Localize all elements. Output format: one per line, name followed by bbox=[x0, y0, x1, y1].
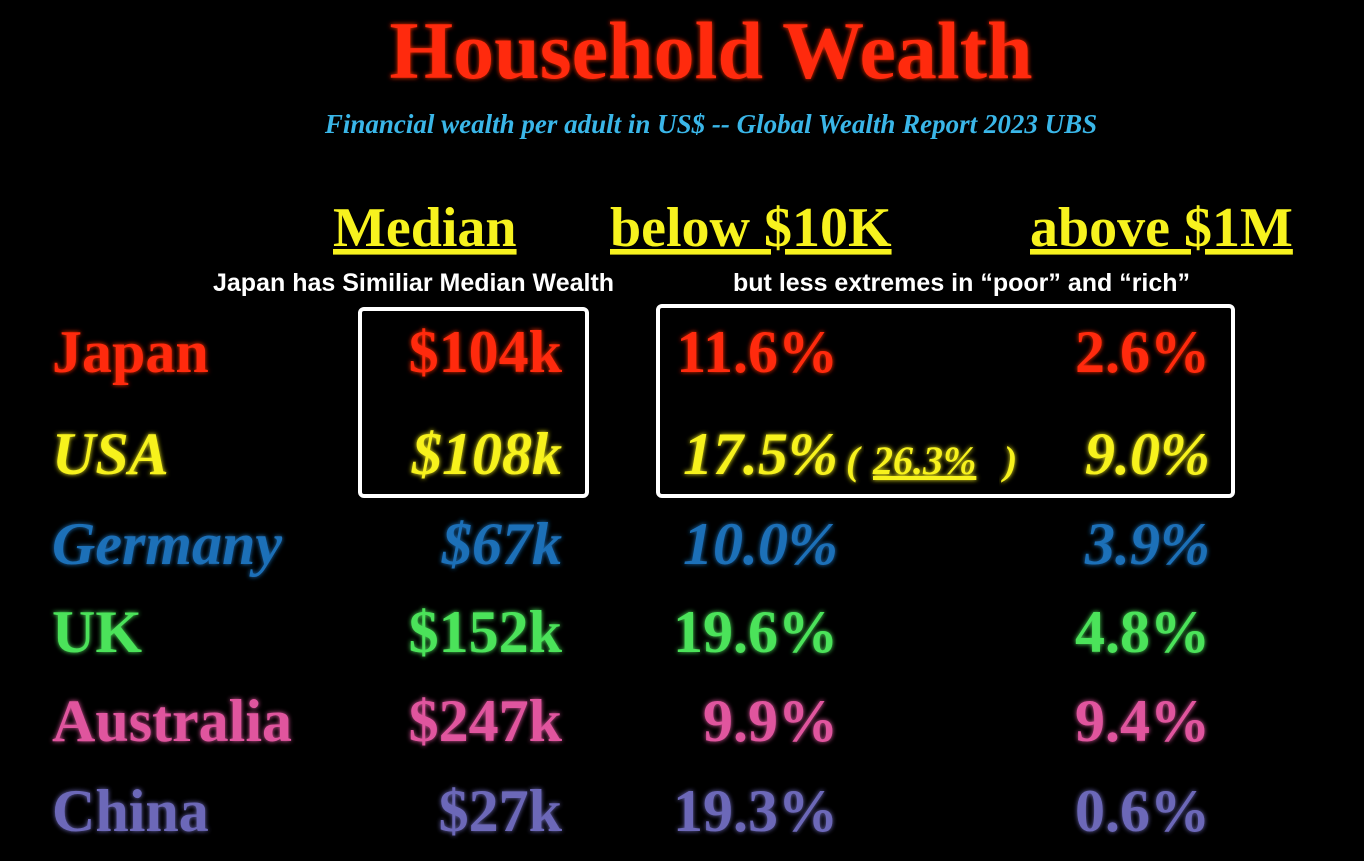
note: but less extremes in “poor” and “rich” bbox=[733, 269, 1190, 297]
below-10k: 19.6% bbox=[673, 599, 838, 665]
country: Japan bbox=[52, 319, 209, 385]
column-header: below $10K bbox=[610, 197, 892, 259]
above-1m: 4.8% bbox=[1075, 599, 1210, 665]
column-header: Median bbox=[333, 197, 517, 259]
median: $27k bbox=[439, 778, 563, 844]
country: Australia bbox=[52, 688, 292, 754]
country: USA bbox=[52, 421, 169, 487]
above-1m: 9.0% bbox=[1085, 421, 1210, 487]
above-1m: 2.6% bbox=[1075, 319, 1210, 385]
above-1m: 9.4% bbox=[1075, 688, 1210, 754]
country: Germany bbox=[52, 511, 282, 577]
below-10k: 11.6% bbox=[676, 319, 838, 385]
below-10k: 17.5% bbox=[683, 421, 838, 487]
extra-close: ) bbox=[1001, 438, 1017, 483]
note: Japan has Similiar Median Wealth bbox=[213, 269, 614, 297]
country: UK bbox=[52, 599, 142, 665]
below-10k: 19.3% bbox=[673, 778, 838, 844]
median: $108k bbox=[411, 421, 562, 487]
extra-open: ( bbox=[846, 438, 862, 483]
highlight-box bbox=[358, 307, 589, 498]
subtitle: Financial wealth per adult in US$ -- Glo… bbox=[324, 109, 1097, 139]
column-header: above $1M bbox=[1030, 197, 1293, 259]
above-1m: 3.9% bbox=[1084, 511, 1210, 577]
rows: Japan $104k 11.6% 2.6% USA $108k 17.5% 9.0% (26.… bbox=[52, 319, 1210, 844]
country: China bbox=[52, 778, 209, 844]
extra-value: 26.3% bbox=[872, 438, 976, 483]
median: $67k bbox=[441, 511, 562, 577]
median: $104k bbox=[409, 319, 563, 385]
below-10k: 9.9% bbox=[703, 688, 838, 754]
highlight-box bbox=[656, 304, 1235, 498]
above-1m: 0.6% bbox=[1075, 778, 1210, 844]
median: $247k bbox=[409, 688, 563, 754]
title: Household Wealth bbox=[389, 5, 1032, 96]
below-10k: 10.0% bbox=[683, 511, 838, 577]
median: $152k bbox=[409, 599, 563, 665]
